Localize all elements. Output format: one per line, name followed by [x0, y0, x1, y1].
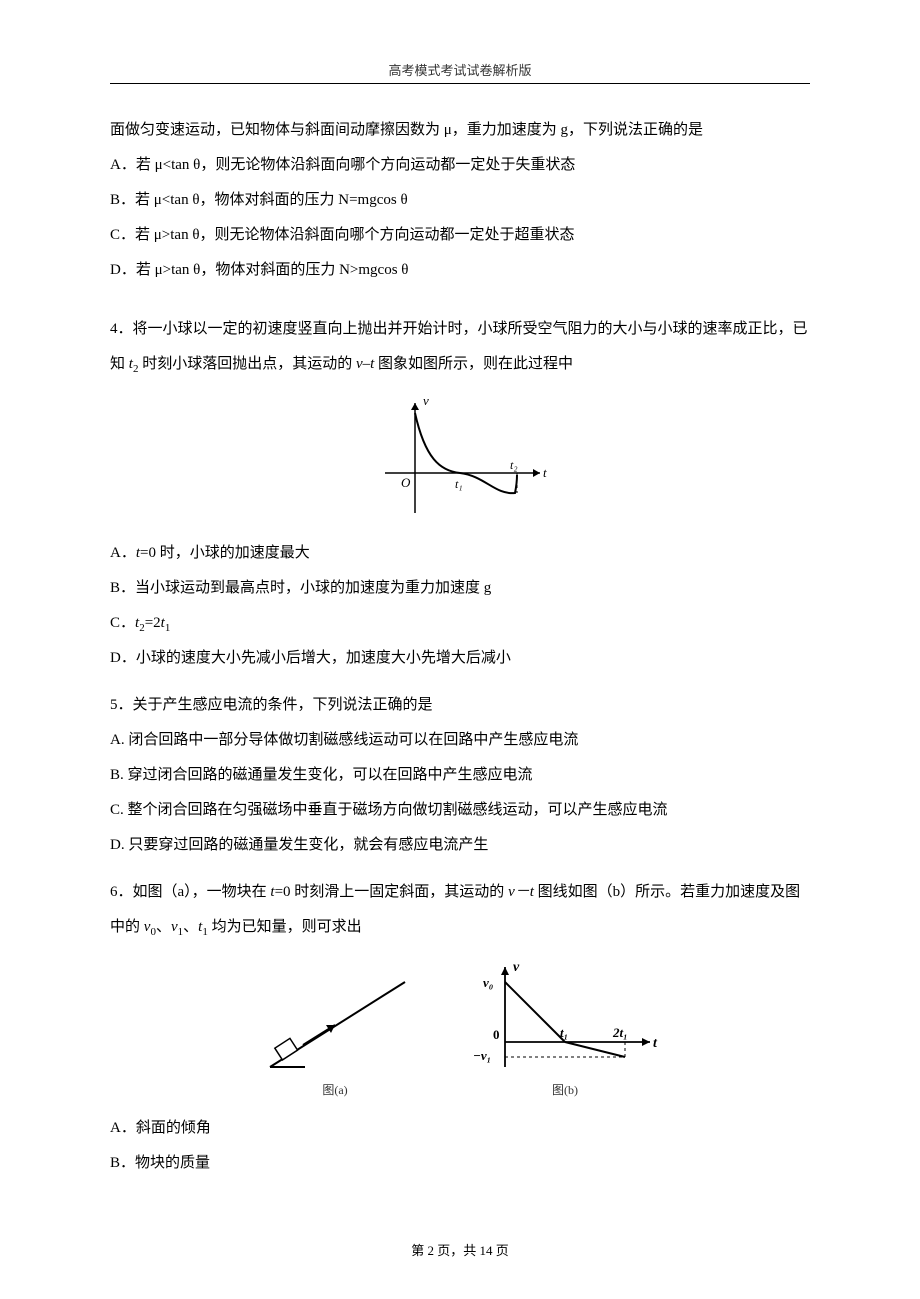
q5-opt-b: B. 穿过闭合回路的磁通量发生变化，可以在回路中产生感应电流	[110, 759, 810, 792]
question-6: 6．如图（a），一物块在 t=0 时刻滑上一固定斜面，其运动的 v－t 图线如图…	[110, 876, 810, 1179]
question-4: 4．将一小球以一定的初速度竖直向上抛出并开始计时，小球所受空气阻力的大小与小球的…	[110, 313, 810, 675]
question-3-cont: 面做匀变速运动，已知物体与斜面间动摩擦因数为 μ，重力加速度为 g，下列说法正确…	[110, 114, 810, 287]
q4-opt-d: D．小球的速度大小先减小后增大，加速度大小先增大后减小	[110, 642, 810, 675]
page-header: 高考模式考试试卷解析版	[110, 60, 810, 84]
q5-opt-a: A. 闭合回路中一部分导体做切割磁感线运动可以在回路中产生感应电流	[110, 724, 810, 757]
q6-fig-b-caption: 图(b)	[465, 1081, 665, 1098]
q3-stem: 面做匀变速运动，已知物体与斜面间动摩擦因数为 μ，重力加速度为 g，下列说法正确…	[110, 114, 810, 147]
svg-text:v: v	[423, 393, 429, 408]
q4-stem-line2: 知 t2 时刻小球落回抛出点，其运动的 v–t 图象如图所示，则在此过程中	[110, 348, 810, 381]
svg-text:t₂: t₂	[510, 458, 518, 472]
svg-text:−v₁: −v₁	[473, 1048, 491, 1063]
question-5: 5．关于产生感应电流的条件，下列说法正确的是 A. 闭合回路中一部分导体做切割磁…	[110, 689, 810, 862]
q3-opt-a: A．若 μ<tan θ，则无论物体沿斜面向哪个方向运动都一定处于失重状态	[110, 149, 810, 182]
q6-fig-b: v v₀ 0 −v₁ t₁ 2t₁ t 图(b)	[465, 957, 665, 1098]
svg-text:O: O	[401, 475, 411, 490]
svg-text:v₀: v₀	[483, 975, 493, 990]
svg-text:t: t	[653, 1036, 658, 1051]
q3-opt-c: C．若 μ>tan θ，则无论物体沿斜面向哪个方向运动都一定处于超重状态	[110, 219, 810, 252]
q4-stem-line1: 4．将一小球以一定的初速度竖直向上抛出并开始计时，小球所受空气阻力的大小与小球的…	[110, 313, 810, 346]
q6-figures: 图(a) v v₀ 0 −v₁ t	[110, 957, 810, 1098]
q6-stem-line1: 6．如图（a），一物块在 t=0 时刻滑上一固定斜面，其运动的 v－t 图线如图…	[110, 876, 810, 909]
q4-figure: v t O t₁ t₂	[110, 393, 810, 523]
q6-fig-a: 图(a)	[255, 967, 415, 1098]
svg-text:t₁: t₁	[455, 477, 463, 491]
q6-fig-a-caption: 图(a)	[255, 1081, 415, 1098]
q5-opt-c: C. 整个闭合回路在匀强磁场中垂直于磁场方向做切割磁感线运动，可以产生感应电流	[110, 794, 810, 827]
q6-opt-a: A．斜面的倾角	[110, 1112, 810, 1145]
svg-text:2t₁: 2t₁	[612, 1025, 628, 1040]
q4-opt-a: A．t=0 时，小球的加速度最大	[110, 537, 810, 570]
q3-opt-b: B．若 μ<tan θ，物体对斜面的压力 N=mgcos θ	[110, 184, 810, 217]
svg-text:0: 0	[493, 1027, 500, 1042]
q4-opt-b: B．当小球运动到最高点时，小球的加速度为重力加速度 g	[110, 572, 810, 605]
q5-stem: 5．关于产生感应电流的条件，下列说法正确的是	[110, 689, 810, 722]
q6-stem-line2: 中的 v0、v1、t1 均为已知量，则可求出	[110, 911, 810, 944]
q3-opt-d: D．若 μ>tan θ，物体对斜面的压力 N>mgcos θ	[110, 254, 810, 287]
q5-opt-d: D. 只要穿过回路的磁通量发生变化，就会有感应电流产生	[110, 829, 810, 862]
svg-text:t: t	[543, 465, 547, 480]
q6-opt-b: B．物块的质量	[110, 1147, 810, 1180]
svg-text:v: v	[513, 960, 520, 975]
q4-opt-c: C．t2=2t1	[110, 607, 810, 640]
page-footer: 第 2 页，共 14 页	[110, 1240, 810, 1259]
svg-text:t₁: t₁	[560, 1025, 568, 1040]
